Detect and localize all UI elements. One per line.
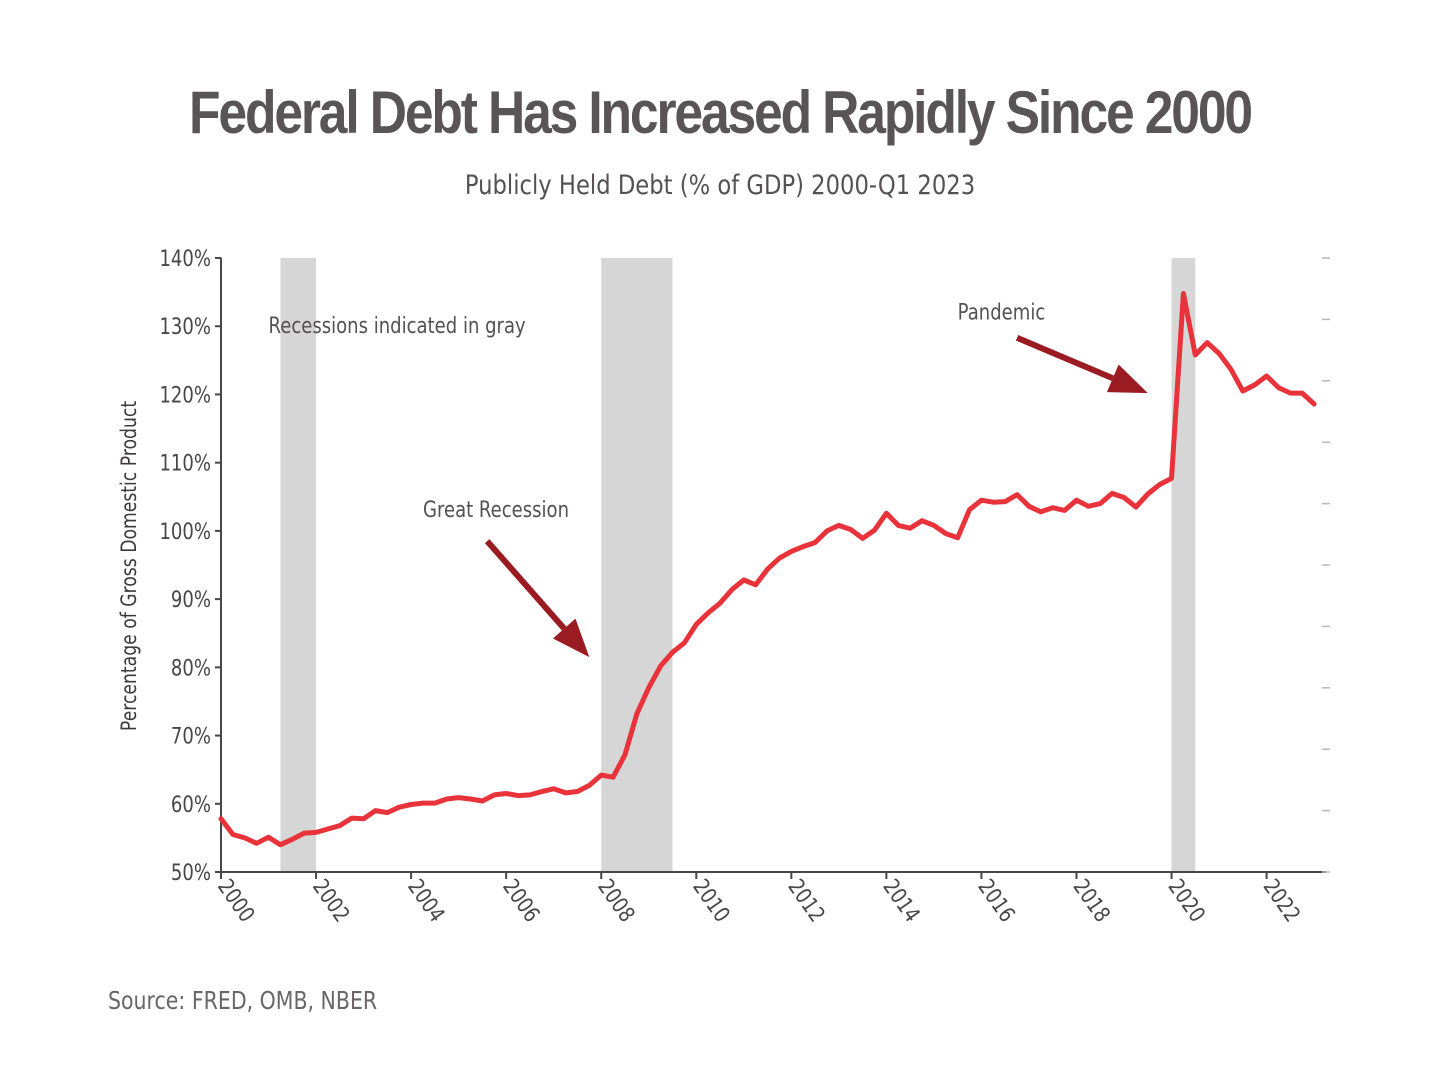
y-tick-label: 120% (159, 382, 211, 408)
y-tick-label: 60% (171, 791, 211, 817)
x-tick-label: 2006 (498, 874, 546, 927)
x-tick-label: 2012 (783, 874, 831, 927)
x-tick-label: 2000 (213, 874, 261, 927)
y-tick-label: 110% (159, 450, 211, 476)
chart-subtitle: Publicly Held Debt (% of GDP) 2000-Q1 20… (464, 170, 976, 201)
x-tick-label: 2020 (1163, 874, 1211, 927)
series-layer (218, 291, 1317, 848)
annotation-arrow-shaft (484, 539, 567, 631)
annotation-arrow-head (1106, 364, 1148, 394)
y-tick-label: 140% (159, 245, 211, 271)
recession-band (280, 258, 317, 872)
y-tick-label: 80% (171, 655, 211, 681)
annotation-text: Recessions indicated in gray (269, 312, 526, 338)
source-note: Source: FRED, OMB, NBER (108, 986, 378, 1015)
y-tick-label: 70% (171, 723, 211, 749)
y-tick-label: 100% (159, 518, 211, 544)
annotations: Recessions indicated in gray Great Recess… (269, 299, 1148, 658)
annotation-text: Pandemic (958, 299, 1046, 325)
annotation-arrow-shaft (1015, 335, 1114, 382)
x-tick-label: 2010 (688, 874, 736, 927)
y-tick-label: 90% (171, 586, 211, 612)
x-tick-label: 2004 (403, 874, 451, 927)
recession-band (601, 258, 673, 872)
axes: 50% 60% 70% 80% 90% 100% 110% 120% 130% 140% 2000 2… (159, 245, 1326, 927)
recession-bands (280, 258, 1196, 872)
right-axis-ticks (1322, 257, 1330, 873)
recession-band (1171, 258, 1196, 872)
chart-title: Federal Debt Has Increased Rapidly Since… (189, 79, 1253, 146)
y-tick-label: 130% (159, 313, 211, 339)
line-chart: 50% 60% 70% 80% 90% 100% 110% 120% 130% 140% 2000 2… (116, 245, 1330, 927)
x-tick-label: 2018 (1068, 874, 1116, 927)
annotation-text: Great Recession (423, 496, 569, 522)
y-axis-label: Percentage of Gross Domestic Product (116, 401, 141, 732)
x-tick-label: 2008 (593, 874, 641, 927)
annotation-arrow-head (552, 618, 590, 658)
x-tick-label: 2002 (308, 874, 356, 927)
x-tick-label: 2016 (973, 874, 1021, 927)
y-tick-label: 50% (171, 859, 211, 885)
debt-series-line (218, 291, 1317, 848)
x-tick-label: 2022 (1258, 874, 1306, 927)
x-tick-label: 2014 (878, 874, 926, 927)
